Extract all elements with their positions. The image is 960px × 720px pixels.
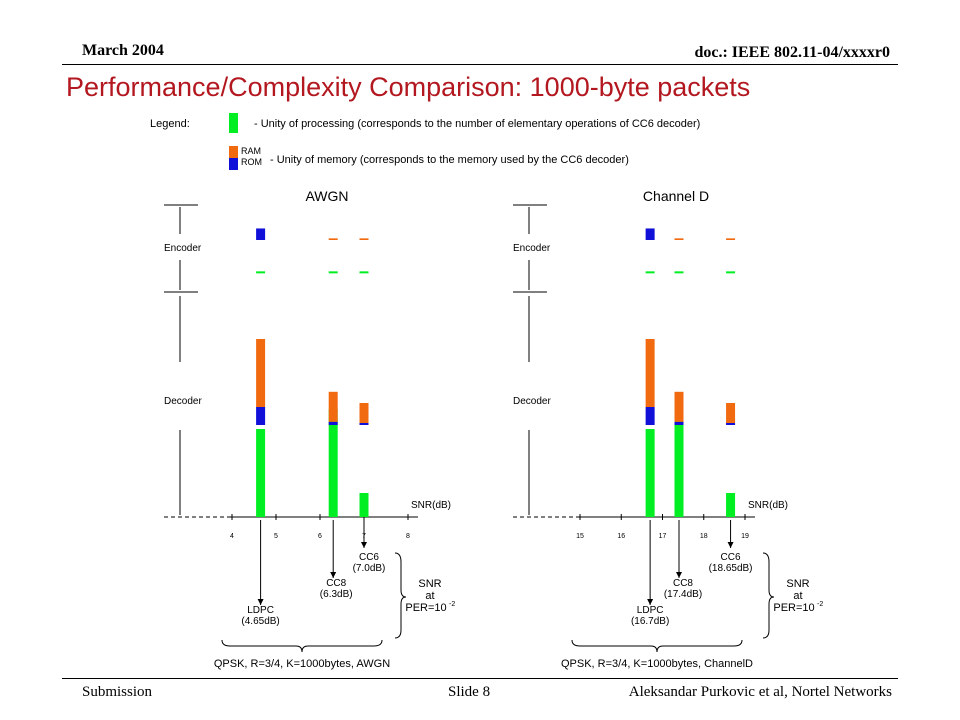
row-label-decoder: Decoder: [164, 396, 202, 407]
chart-panel-1: Channel D Encoder Decoder 15 16 17 18 19 SNR(dB)…: [513, 188, 823, 670]
header-rule: [62, 64, 898, 65]
code-label-cc8: CC8: [673, 578, 693, 589]
chart-panel-0: AWGNEncoderDecoder45678SNR(dB)LDPC(4.65d…: [164, 188, 455, 670]
chart-caption: QPSK, R=3/4, K=1000bytes, ChannelD: [561, 658, 753, 670]
code-label-cc8: CC8: [326, 578, 346, 589]
legend-ram-swatch: [229, 146, 238, 158]
bar-encoder-processing: [359, 271, 369, 274]
legend-memory-text: - Unity of memory (corresponds to the me…: [270, 154, 629, 166]
row-label-encoder: Encoder: [513, 243, 551, 254]
code-label-cc6: CC6: [721, 552, 741, 563]
bar-encoder-processing: [256, 271, 266, 274]
x-axis-label: SNR(dB): [748, 500, 788, 511]
x-tick-label: 18: [700, 533, 708, 540]
chart-title: AWGN: [305, 188, 348, 204]
code-snr-label-cc8: (6.3dB): [320, 589, 353, 600]
bar-encoder-processing: [674, 271, 684, 274]
annotation-snr: SNR: [418, 578, 441, 590]
bar-decoder-processing: [359, 493, 369, 517]
bar-decoder-ram: [328, 391, 338, 422]
bar-decoder-processing: [674, 409, 684, 517]
bar-decoder-processing: [645, 429, 655, 517]
annotation-per: PER=10: [773, 602, 814, 614]
caption-brace: [221, 639, 383, 653]
footer-submission: Submission: [82, 684, 153, 700]
annotation-at: at: [793, 590, 802, 602]
legend-label: Legend:: [150, 118, 190, 130]
bar-decoder-ram: [256, 339, 266, 407]
bar-encoder-ram: [328, 238, 338, 240]
x-tick-label: 17: [659, 533, 667, 540]
annotation-at: at: [425, 590, 434, 602]
code-label-ldpc: LDPC: [637, 605, 664, 616]
x-tick-label: 19: [741, 533, 749, 540]
footer-authors: Aleksandar Purkovic et al, Nortel Networ…: [628, 684, 892, 700]
bar-encoder-ram: [726, 238, 736, 240]
annotation-per-exponent: -2: [449, 601, 455, 608]
annotation-per: PER=10: [405, 602, 446, 614]
bar-decoder-ram: [359, 403, 369, 423]
code-snr-label-ldpc: (4.65dB): [241, 616, 279, 627]
x-tick-label: 5: [274, 533, 278, 540]
x-tick-label: 4: [230, 533, 234, 540]
legend-processing-swatch: [229, 113, 238, 133]
chart-caption: QPSK, R=3/4, K=1000bytes, AWGN: [214, 658, 390, 670]
bar-decoder-rom: [645, 407, 655, 425]
bar-decoder-rom: [726, 423, 736, 425]
header-date: March 2004: [82, 42, 164, 59]
x-axis-label: SNR(dB): [411, 500, 451, 511]
code-snr-label-cc6: (18.65dB): [709, 563, 753, 574]
bar-encoder-processing: [726, 271, 736, 274]
snr-brace: [762, 552, 775, 639]
row-label-decoder: Decoder: [513, 396, 551, 407]
chart-title: Channel D: [643, 188, 709, 204]
bar-decoder-ram: [726, 403, 736, 423]
header-doc-id: doc.: IEEE 802.11-04/xxxxr0: [694, 44, 890, 61]
bar-decoder-rom: [256, 407, 266, 425]
x-tick-label: 8: [406, 533, 410, 540]
legend-processing-text: - Unity of processing (corresponds to th…: [254, 118, 701, 130]
bar-encoder-processing: [328, 271, 338, 274]
bar-encoder-ram: [674, 238, 684, 240]
code-label-cc6: CC6: [359, 552, 379, 563]
caption-brace: [571, 639, 743, 653]
legend-ram-label: RAM: [241, 146, 261, 156]
bar-decoder-ram: [674, 391, 684, 422]
bar-decoder-rom: [674, 421, 684, 425]
bar-decoder-ram: [645, 339, 655, 407]
bar-encoder-rom: [256, 228, 266, 240]
annotation-snr: SNR: [786, 578, 809, 590]
annotation-per-exponent: -2: [817, 601, 823, 608]
bar-decoder-rom: [328, 421, 338, 425]
bar-decoder-processing: [726, 493, 736, 517]
row-label-encoder: Encoder: [164, 243, 202, 254]
footer-rule: [62, 678, 898, 679]
code-snr-label-cc8: (17.4dB): [664, 589, 702, 600]
pointer-arrowhead: [676, 572, 682, 578]
bar-decoder-rom: [359, 423, 369, 425]
bar-decoder-processing: [256, 429, 266, 517]
bar-decoder-processing: [328, 409, 338, 517]
legend-rom-label: ROM: [241, 157, 262, 167]
legend-rom-swatch: [229, 158, 238, 170]
pointer-arrowhead: [727, 542, 734, 548]
footer-slide-number: Slide 8: [448, 684, 491, 700]
bar-encoder-rom: [645, 228, 655, 240]
code-label-ldpc: LDPC: [247, 605, 274, 616]
code-snr-label-ldpc: (16.7dB): [631, 616, 669, 627]
bar-encoder-processing: [645, 271, 655, 274]
bar-encoder-ram: [359, 238, 369, 240]
pointer-arrowhead: [361, 542, 367, 548]
pointer-arrowhead: [330, 572, 337, 578]
snr-brace: [394, 552, 407, 639]
pointer-arrowhead: [257, 599, 264, 605]
code-snr-label-cc6: (7.0dB): [353, 563, 386, 574]
pointer-arrowhead: [647, 599, 654, 605]
x-tick-label: 16: [617, 533, 625, 540]
x-tick-label: 15: [576, 533, 584, 540]
x-tick-label: 6: [318, 533, 322, 540]
slide-title: Performance/Complexity Comparison: 1000-…: [66, 72, 751, 102]
